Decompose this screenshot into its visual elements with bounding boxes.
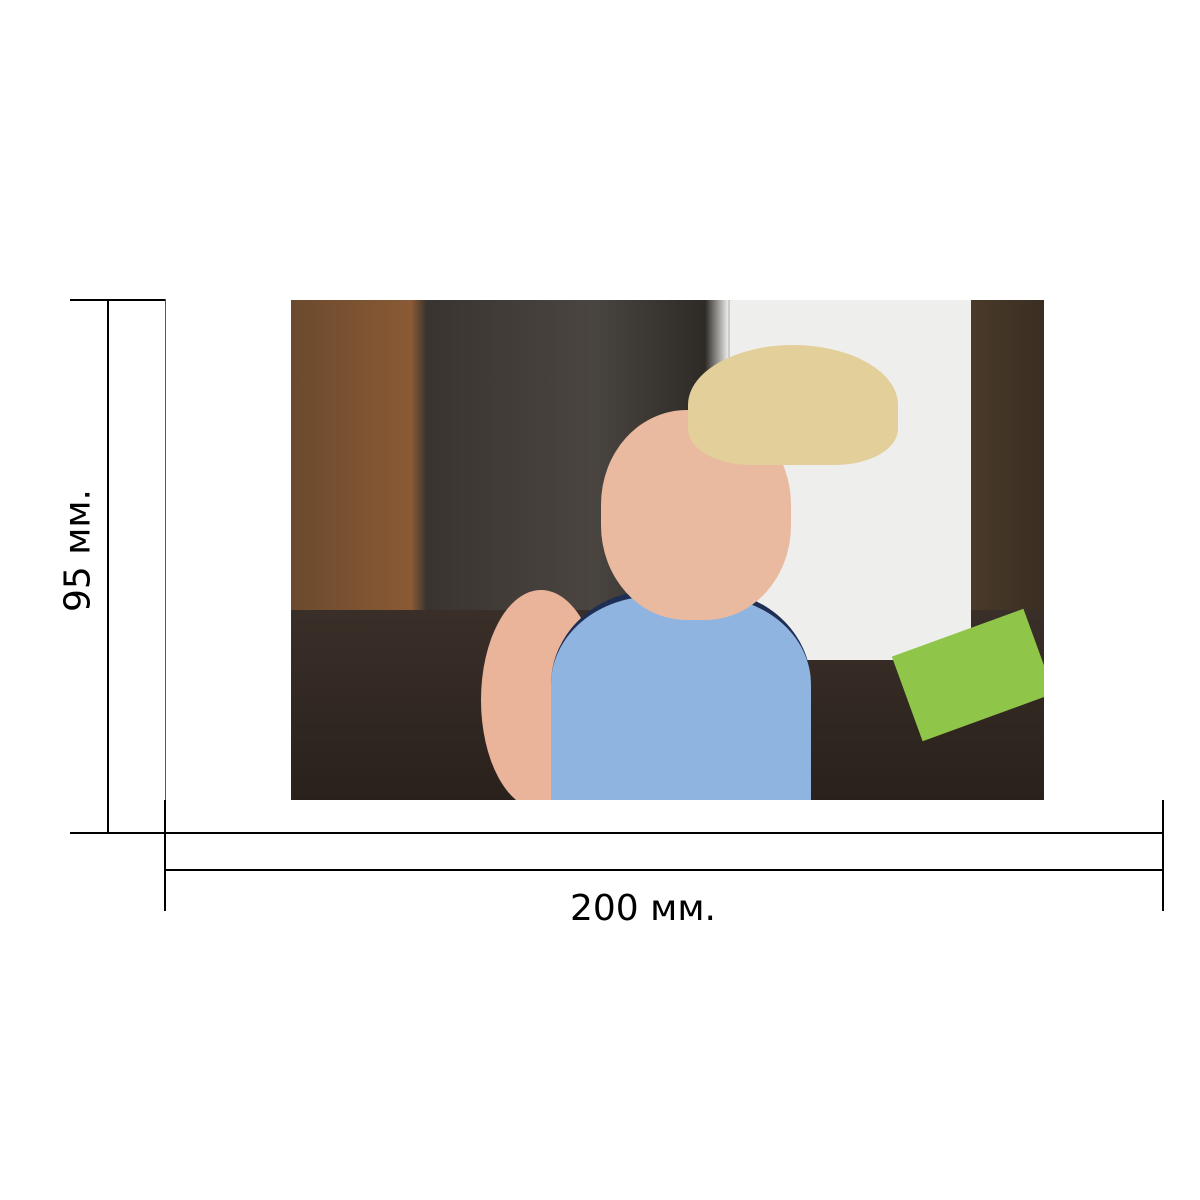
height-dimension-line: [107, 299, 109, 834]
height-tick-top: [70, 299, 166, 301]
width-tick-left: [164, 800, 166, 911]
product-left-edge: [165, 299, 166, 834]
height-tick-bottom: [70, 832, 166, 834]
product-bottom-edge: [165, 832, 1164, 834]
photo-shirt: [551, 590, 811, 800]
product-photo: [291, 300, 1044, 800]
photo-hair: [688, 345, 898, 465]
width-label: 200 мм.: [570, 888, 716, 929]
width-dimension-line: [165, 869, 1164, 871]
width-tick-right: [1162, 800, 1164, 911]
height-label: 95 мм.: [57, 489, 99, 613]
